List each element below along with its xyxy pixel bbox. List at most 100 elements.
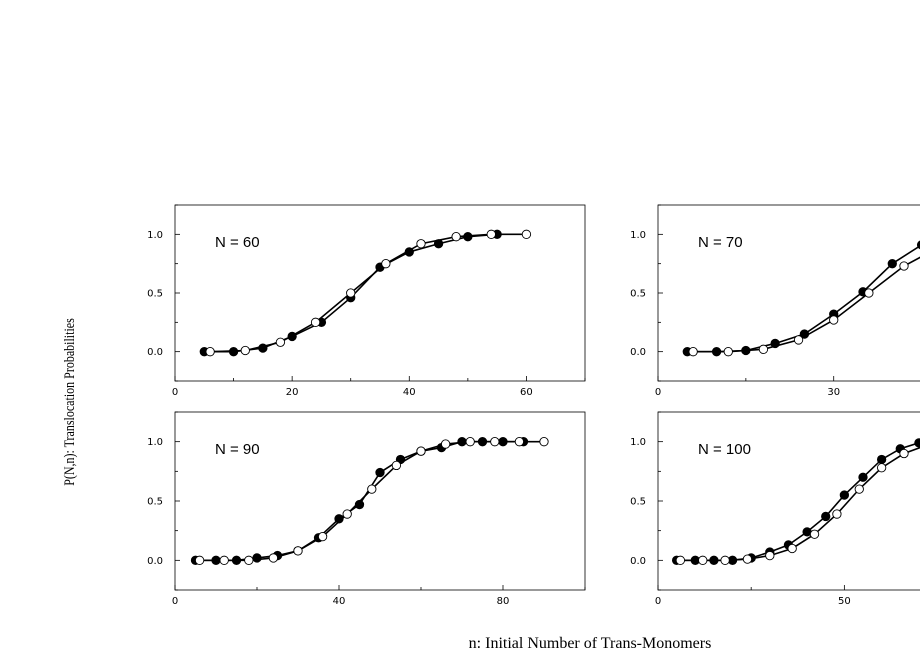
data-point-open [219,555,229,565]
x-axis-title: n: Initial Number of Trans-Monomers [469,635,712,652]
series-line-open [693,256,920,353]
data-point-open [205,347,215,357]
data-point-open [268,553,279,563]
data-point-open [876,463,887,473]
y-tick-label: 0.5 [630,289,646,300]
panel-label: N = 90 [215,441,260,458]
data-point-filled [770,338,780,349]
chart-panel-1: 0 20 40 60 0.0 0.5 1.0 N = 60 [147,204,586,398]
data-point-open [793,335,804,345]
x-tick-label: 0 [172,387,178,398]
data-point-open [346,288,356,298]
data-point-open [829,315,839,325]
data-point-open [317,531,328,542]
data-point-filled [354,499,365,510]
y-tick-label: 1.0 [147,230,163,241]
data-point-open [514,437,525,447]
data-point-filled [477,437,488,447]
data-point-open [490,437,500,447]
data-point-filled [498,437,508,447]
data-point-open [787,543,797,554]
data-point-filled [916,240,920,250]
series-line-filled [687,244,920,353]
chart-panel-3: 0 40 80 0.0 0.5 1.0 N = 90 [147,411,586,607]
data-point-open [521,229,532,239]
y-tick-label: 0.0 [147,347,163,358]
data-point-filled [404,247,414,257]
y-tick-label: 1.0 [147,437,163,448]
data-point-open [698,555,708,565]
data-point-open [367,484,377,494]
data-point-filled [914,438,920,448]
data-point-filled [228,347,239,357]
y-tick-label: 0.5 [630,497,646,508]
data-point-filled [876,454,887,465]
data-point-open [275,337,286,347]
x-tick-label: 40 [333,596,346,607]
data-point-filled [457,437,467,447]
data-point-open [416,239,426,249]
series-line-open [210,233,527,353]
x-tick-label: 0 [655,387,661,398]
data-point-open [675,555,686,565]
data-point-open [765,550,775,561]
data-point-open [809,529,820,539]
data-point-filled [211,555,221,565]
x-tick-label: 60 [520,387,533,398]
series-line-open [199,440,544,562]
data-point-filled [287,331,297,342]
panel-label: N = 60 [215,234,260,251]
data-point-open [899,448,909,459]
data-point-filled [821,511,831,522]
data-point-filled [711,347,722,357]
chart-panel-2: 030600.00.51.0N = 70 [630,204,920,398]
data-point-open [416,446,426,456]
data-point-open [899,261,909,271]
data-point-open [742,554,753,564]
data-point-open [486,229,496,239]
data-point-filled [839,490,850,500]
data-point-open [310,317,321,327]
data-point-open [688,347,698,357]
y-tick-label: 0.5 [147,289,163,300]
data-point-filled [375,467,385,478]
x-tick-label: 0 [655,596,661,607]
data-point-filled [252,553,262,563]
data-point-filled [741,345,751,356]
data-point-open [723,347,733,357]
data-point-open [440,439,451,449]
data-point-open [194,555,205,565]
y-tick-label: 1.0 [630,437,646,448]
chart-panel-4: 0501000.00.51.0N = 100 [630,411,920,607]
x-tick-label: 20 [286,387,299,398]
data-point-open [391,460,402,471]
data-point-open [342,509,352,519]
data-point-open [832,509,842,519]
data-point-filled [858,472,868,482]
data-point-open [381,259,391,269]
data-point-open [854,484,864,494]
x-tick-label: 40 [403,387,416,398]
data-point-filled [231,555,242,565]
data-point-open [864,288,874,298]
data-point-filled [799,329,810,339]
panel-label: N = 70 [698,234,743,251]
data-point-filled [433,239,444,249]
x-tick-label: 50 [838,596,851,607]
data-point-filled [463,232,473,242]
data-point-filled [887,259,897,269]
y-tick-label: 0.5 [147,497,163,508]
data-point-open [539,437,549,447]
x-tick-label: 0 [172,596,178,607]
x-tick-label: 80 [497,596,510,607]
data-point-open [720,555,730,565]
data-point-open [240,345,250,356]
y-tick-label: 0.0 [147,556,163,567]
data-point-open [244,555,254,565]
data-point-open [451,232,461,242]
x-tick-label: 30 [827,387,840,398]
data-point-filled [258,343,268,353]
y-tick-label: 0.0 [630,556,646,567]
data-point-open [465,437,475,447]
